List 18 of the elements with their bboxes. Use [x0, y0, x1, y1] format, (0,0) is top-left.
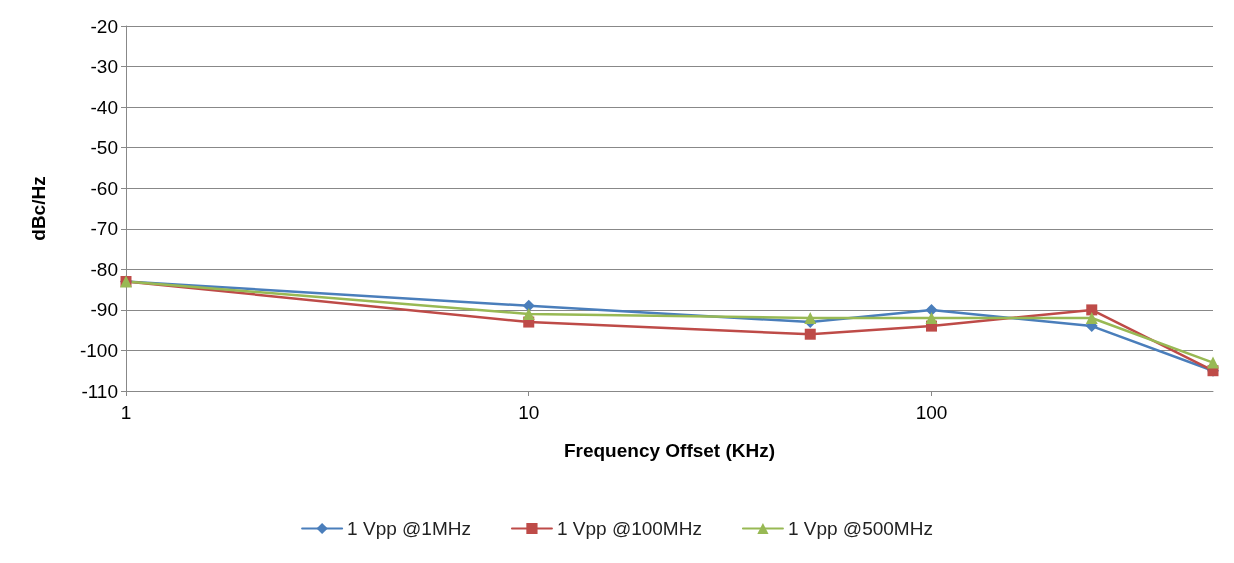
legend-label: 1 Vpp @1MHz	[347, 518, 471, 539]
y-tick-label: -100	[79, 339, 118, 361]
y-tick-label: -70	[90, 218, 118, 240]
y-tick-label: -20	[90, 15, 118, 37]
y-tick-label: -30	[90, 56, 118, 78]
y-tick-label: -50	[90, 137, 118, 159]
x-tick-label: 10	[518, 402, 540, 423]
x-axis-title: Frequency Offset (KHz)	[563, 440, 776, 461]
y-tick-label: -90	[90, 299, 118, 321]
y-tick-label: -40	[90, 96, 118, 118]
y-tick-label: -110	[81, 380, 118, 402]
y-axis-title: dBc/Hz	[28, 176, 49, 241]
x-tick-label: 1	[120, 402, 132, 423]
y-tick-label: -60	[90, 177, 118, 199]
legend-label: 1 Vpp @500MHz	[787, 518, 933, 539]
legend-label: 1 Vpp @100MHz	[556, 518, 702, 539]
y-tick-label: -80	[90, 258, 118, 280]
x-tick-label: 100	[915, 402, 948, 423]
